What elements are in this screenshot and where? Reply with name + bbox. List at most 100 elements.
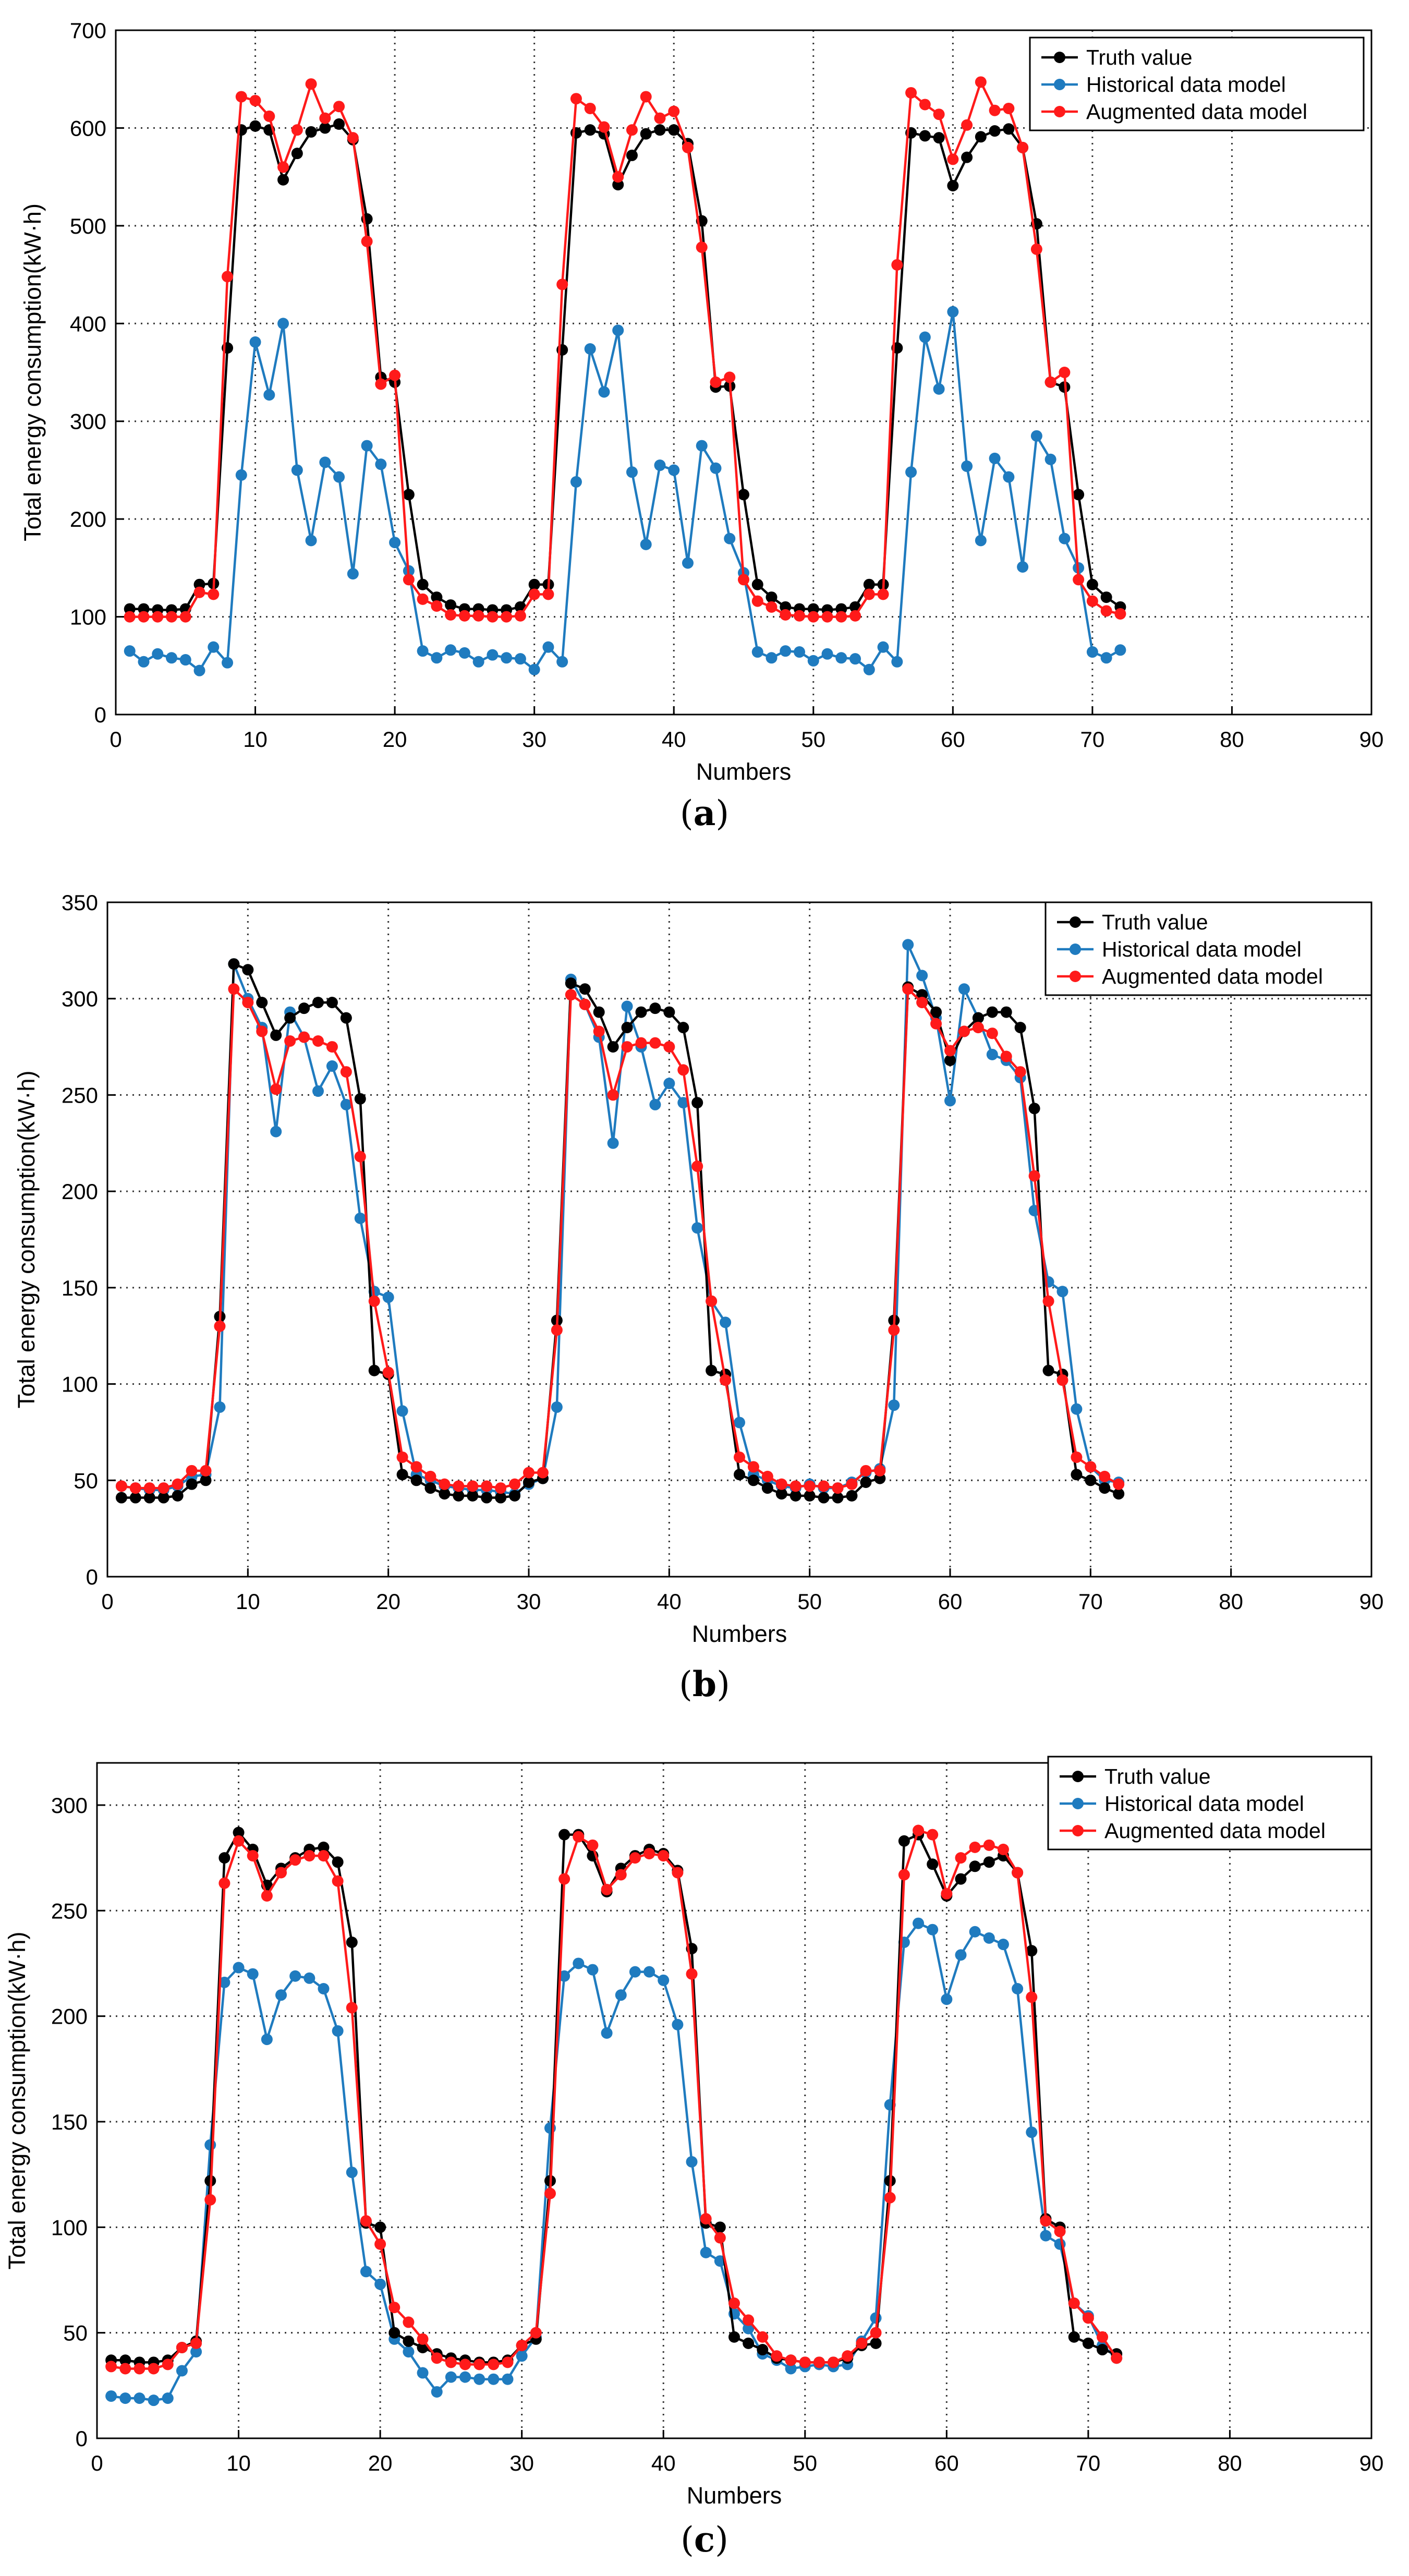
data-point xyxy=(891,656,903,668)
data-point xyxy=(629,1852,641,1864)
data-point xyxy=(584,343,596,355)
data-point xyxy=(1054,2226,1066,2238)
data-point xyxy=(654,112,666,124)
data-point xyxy=(551,1324,563,1336)
data-point xyxy=(905,87,917,99)
data-point xyxy=(587,1964,599,1976)
data-point xyxy=(947,153,959,165)
data-point xyxy=(961,119,973,131)
data-point xyxy=(326,1041,338,1053)
panel-caption-c: (c) xyxy=(681,2519,728,2560)
data-point xyxy=(997,1843,1009,1855)
line-chart-b: 0 10 20 30 40 50 60 70 80 90 0 50 100 150 200 250 300 350… xyxy=(13,890,1383,1647)
data-point xyxy=(747,1461,759,1473)
data-point xyxy=(318,1983,330,1995)
legend-box xyxy=(1044,901,1372,996)
data-point xyxy=(1099,1482,1111,1494)
data-point xyxy=(986,1006,998,1018)
data-point xyxy=(933,108,945,120)
data-point xyxy=(983,1856,995,1868)
y-tick-label: 300 xyxy=(70,409,106,434)
data-point xyxy=(1044,376,1056,388)
data-point xyxy=(686,2156,698,2168)
data-point xyxy=(919,331,931,343)
data-point xyxy=(955,1852,967,1864)
data-point xyxy=(488,2359,500,2371)
data-point xyxy=(601,2027,613,2039)
data-point xyxy=(495,1492,507,1504)
data-point xyxy=(488,2373,500,2385)
data-point xyxy=(459,2359,471,2371)
x-tick-label: 20 xyxy=(368,2451,393,2475)
data-point xyxy=(1026,1991,1038,2003)
data-point xyxy=(256,997,268,1009)
data-point xyxy=(1082,2312,1094,2324)
data-point xyxy=(354,1093,366,1105)
data-point xyxy=(218,1852,230,1864)
data-point xyxy=(734,1417,745,1429)
data-point xyxy=(556,656,568,668)
data-point xyxy=(417,2367,429,2379)
data-point xyxy=(818,1480,830,1492)
data-point xyxy=(846,1490,858,1502)
data-point xyxy=(1030,430,1042,442)
x-tick-label: 70 xyxy=(1078,1589,1103,1614)
data-point xyxy=(626,466,638,478)
data-point xyxy=(172,1478,184,1490)
data-point xyxy=(989,125,1001,137)
data-point xyxy=(347,132,359,144)
data-point xyxy=(691,1160,703,1172)
data-point xyxy=(157,1482,169,1494)
data-point xyxy=(635,1006,647,1018)
data-point xyxy=(396,1469,408,1481)
data-point xyxy=(863,588,875,600)
data-point xyxy=(143,1482,155,1494)
data-point xyxy=(528,588,540,600)
data-point xyxy=(247,1968,259,1980)
data-point xyxy=(558,1829,570,1841)
data-point xyxy=(289,1970,301,1982)
series-line xyxy=(129,81,1121,618)
data-point xyxy=(284,1012,296,1024)
data-point xyxy=(284,1035,296,1047)
data-point xyxy=(1003,102,1015,114)
y-tick-label: 700 xyxy=(70,18,106,43)
data-point xyxy=(761,1470,773,1482)
data-point xyxy=(1071,1451,1083,1463)
legend-item-augmented-data-model: Augmented data model xyxy=(1041,100,1307,124)
data-point xyxy=(263,389,275,401)
y-axis-label-c: Total energy consumption(kW·h) xyxy=(4,1932,30,2270)
data-point xyxy=(396,1405,408,1417)
data-point xyxy=(501,611,513,623)
legend-marker xyxy=(1072,1798,1084,1809)
x-tick-label: 50 xyxy=(793,2451,817,2475)
data-point xyxy=(1000,1006,1012,1018)
y-tick-label: 100 xyxy=(51,2215,88,2240)
data-point xyxy=(947,180,959,192)
data-point xyxy=(445,599,457,611)
y-tick-label: 50 xyxy=(74,1468,98,1493)
data-point xyxy=(941,1993,953,2005)
y-tick-label: 100 xyxy=(62,1372,98,1397)
legend-marker xyxy=(1070,916,1081,928)
data-point xyxy=(263,110,275,122)
data-point xyxy=(346,2002,358,2014)
data-point xyxy=(766,601,778,613)
data-point xyxy=(333,101,345,113)
x-tick-label: 90 xyxy=(1359,2451,1384,2475)
data-point xyxy=(682,557,694,569)
data-point xyxy=(190,2337,202,2349)
data-point xyxy=(1012,1867,1024,1879)
data-point xyxy=(621,1000,633,1012)
x-tick-label: 80 xyxy=(1219,1589,1243,1614)
data-point xyxy=(115,1492,127,1504)
data-point xyxy=(761,1482,773,1494)
data-point xyxy=(766,652,778,664)
data-point xyxy=(649,1002,661,1014)
data-point xyxy=(710,376,722,388)
data-point xyxy=(303,1850,315,1862)
legend-item-truth-value: Truth value xyxy=(1057,910,1208,934)
data-point xyxy=(275,1867,287,1879)
data-point xyxy=(298,1031,310,1043)
data-point xyxy=(728,2297,740,2309)
